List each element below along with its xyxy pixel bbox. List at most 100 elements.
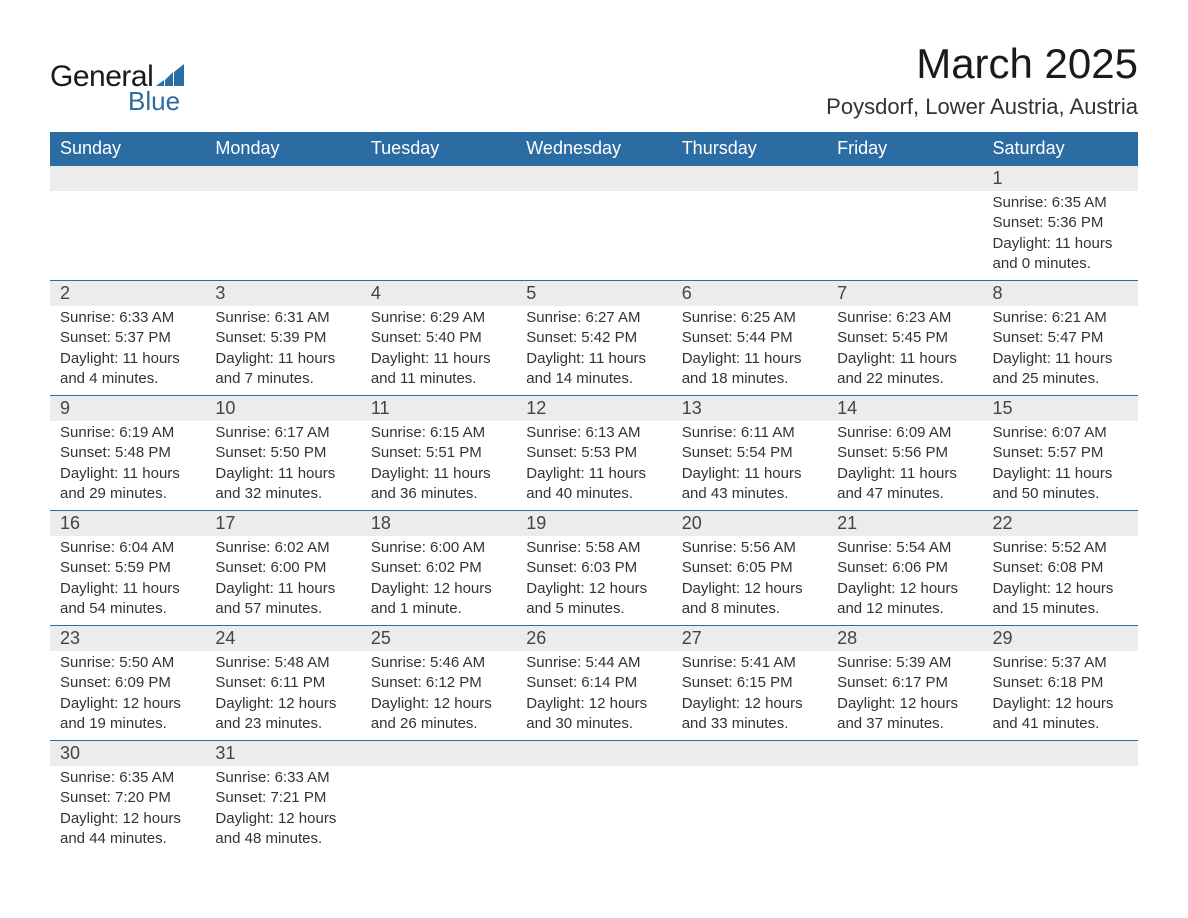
- page-header: General Blue March 2025 Poysdorf, Lower …: [50, 40, 1138, 120]
- location-subtitle: Poysdorf, Lower Austria, Austria: [826, 94, 1138, 120]
- day-number-cell: 29: [983, 626, 1138, 652]
- detail-row: Sunrise: 6:35 AMSunset: 5:36 PMDaylight:…: [50, 191, 1138, 281]
- sunset-text: Sunset: 5:39 PM: [215, 328, 350, 348]
- sunset-text: Sunset: 5:45 PM: [837, 328, 972, 348]
- day-number: 10: [205, 396, 360, 421]
- day-detail-cell: Sunrise: 5:52 AMSunset: 6:08 PMDaylight:…: [983, 536, 1138, 626]
- calendar-table: Sunday Monday Tuesday Wednesday Thursday…: [50, 132, 1138, 855]
- day-number: 15: [983, 396, 1138, 421]
- day-detail: Sunrise: 5:56 AMSunset: 6:05 PMDaylight:…: [672, 536, 827, 625]
- day-detail: Sunrise: 5:44 AMSunset: 6:14 PMDaylight:…: [516, 651, 671, 740]
- day-detail-cell: Sunrise: 6:23 AMSunset: 5:45 PMDaylight:…: [827, 306, 982, 396]
- col-header: Friday: [827, 132, 982, 166]
- day-number: 7: [827, 281, 982, 306]
- logo: General Blue: [50, 40, 186, 117]
- day-detail: Sunrise: 5:37 AMSunset: 6:18 PMDaylight:…: [983, 651, 1138, 740]
- day-number-cell: [50, 166, 205, 192]
- day-detail-cell: Sunrise: 5:46 AMSunset: 6:12 PMDaylight:…: [361, 651, 516, 741]
- day-detail-cell: Sunrise: 5:58 AMSunset: 6:03 PMDaylight:…: [516, 536, 671, 626]
- day-number-cell: 30: [50, 741, 205, 767]
- daynum-row: 16171819202122: [50, 511, 1138, 537]
- day-number-cell: 24: [205, 626, 360, 652]
- sunrise-text: Sunrise: 5:56 AM: [682, 538, 817, 558]
- daylight-text: Daylight: 12 hours and 37 minutes.: [837, 694, 972, 735]
- day-number-cell: 3: [205, 281, 360, 307]
- sunset-text: Sunset: 6:06 PM: [837, 558, 972, 578]
- sunset-text: Sunset: 6:03 PM: [526, 558, 661, 578]
- daylight-text: Daylight: 11 hours and 50 minutes.: [993, 464, 1128, 505]
- daynum-row: 9101112131415: [50, 396, 1138, 422]
- day-number: 25: [361, 626, 516, 651]
- day-detail: Sunrise: 6:25 AMSunset: 5:44 PMDaylight:…: [672, 306, 827, 395]
- day-number-cell: 31: [205, 741, 360, 767]
- daylight-text: Daylight: 12 hours and 1 minute.: [371, 579, 506, 620]
- sunrise-text: Sunrise: 5:54 AM: [837, 538, 972, 558]
- day-detail: Sunrise: 6:23 AMSunset: 5:45 PMDaylight:…: [827, 306, 982, 395]
- day-detail: Sunrise: 6:00 AMSunset: 6:02 PMDaylight:…: [361, 536, 516, 625]
- sunset-text: Sunset: 5:54 PM: [682, 443, 817, 463]
- day-number-cell: 2: [50, 281, 205, 307]
- day-detail: [50, 191, 205, 199]
- day-detail: Sunrise: 5:54 AMSunset: 6:06 PMDaylight:…: [827, 536, 982, 625]
- day-number: 17: [205, 511, 360, 536]
- day-detail: Sunrise: 6:07 AMSunset: 5:57 PMDaylight:…: [983, 421, 1138, 510]
- sunset-text: Sunset: 5:57 PM: [993, 443, 1128, 463]
- sunrise-text: Sunrise: 6:23 AM: [837, 308, 972, 328]
- day-number-cell: 7: [827, 281, 982, 307]
- sunrise-text: Sunrise: 5:44 AM: [526, 653, 661, 673]
- day-number: 3: [205, 281, 360, 306]
- day-detail-cell: Sunrise: 5:48 AMSunset: 6:11 PMDaylight:…: [205, 651, 360, 741]
- day-detail-cell: [516, 766, 671, 855]
- sunrise-text: Sunrise: 6:17 AM: [215, 423, 350, 443]
- day-detail-cell: [205, 191, 360, 281]
- day-number-cell: [205, 166, 360, 192]
- sunrise-text: Sunrise: 5:39 AM: [837, 653, 972, 673]
- day-number-cell: 17: [205, 511, 360, 537]
- sunset-text: Sunset: 6:02 PM: [371, 558, 506, 578]
- sunset-text: Sunset: 6:14 PM: [526, 673, 661, 693]
- day-number: 4: [361, 281, 516, 306]
- day-detail-cell: Sunrise: 5:39 AMSunset: 6:17 PMDaylight:…: [827, 651, 982, 741]
- day-number: [983, 741, 1138, 745]
- day-number: 31: [205, 741, 360, 766]
- day-number-cell: 14: [827, 396, 982, 422]
- sunrise-text: Sunrise: 6:35 AM: [60, 768, 195, 788]
- day-detail: [672, 766, 827, 774]
- day-detail-cell: Sunrise: 5:50 AMSunset: 6:09 PMDaylight:…: [50, 651, 205, 741]
- day-number-cell: 12: [516, 396, 671, 422]
- day-detail: Sunrise: 6:21 AMSunset: 5:47 PMDaylight:…: [983, 306, 1138, 395]
- sunrise-text: Sunrise: 6:11 AM: [682, 423, 817, 443]
- detail-row: Sunrise: 5:50 AMSunset: 6:09 PMDaylight:…: [50, 651, 1138, 741]
- daylight-text: Daylight: 12 hours and 30 minutes.: [526, 694, 661, 735]
- sunset-text: Sunset: 6:08 PM: [993, 558, 1128, 578]
- day-detail: Sunrise: 6:19 AMSunset: 5:48 PMDaylight:…: [50, 421, 205, 510]
- day-detail-cell: Sunrise: 6:17 AMSunset: 5:50 PMDaylight:…: [205, 421, 360, 511]
- day-number-cell: 22: [983, 511, 1138, 537]
- day-detail-cell: Sunrise: 5:44 AMSunset: 6:14 PMDaylight:…: [516, 651, 671, 741]
- day-number-cell: 1: [983, 166, 1138, 192]
- sunrise-text: Sunrise: 6:19 AM: [60, 423, 195, 443]
- day-number: [205, 166, 360, 170]
- day-number-cell: [827, 741, 982, 767]
- day-detail-cell: Sunrise: 6:21 AMSunset: 5:47 PMDaylight:…: [983, 306, 1138, 396]
- day-number: 14: [827, 396, 982, 421]
- sunrise-text: Sunrise: 6:09 AM: [837, 423, 972, 443]
- daylight-text: Daylight: 11 hours and 11 minutes.: [371, 349, 506, 390]
- sunset-text: Sunset: 5:51 PM: [371, 443, 506, 463]
- day-detail-cell: Sunrise: 6:09 AMSunset: 5:56 PMDaylight:…: [827, 421, 982, 511]
- day-detail-cell: Sunrise: 6:19 AMSunset: 5:48 PMDaylight:…: [50, 421, 205, 511]
- day-detail-cell: Sunrise: 6:13 AMSunset: 5:53 PMDaylight:…: [516, 421, 671, 511]
- month-title: March 2025: [826, 40, 1138, 88]
- day-number-cell: 13: [672, 396, 827, 422]
- sunset-text: Sunset: 6:12 PM: [371, 673, 506, 693]
- daylight-text: Daylight: 12 hours and 15 minutes.: [993, 579, 1128, 620]
- sunset-text: Sunset: 5:37 PM: [60, 328, 195, 348]
- day-detail-cell: Sunrise: 6:33 AMSunset: 5:37 PMDaylight:…: [50, 306, 205, 396]
- day-detail: [361, 191, 516, 199]
- day-number-cell: [983, 741, 1138, 767]
- day-detail: [827, 191, 982, 199]
- col-header: Monday: [205, 132, 360, 166]
- day-number-cell: 8: [983, 281, 1138, 307]
- sunset-text: Sunset: 6:17 PM: [837, 673, 972, 693]
- day-number-cell: 25: [361, 626, 516, 652]
